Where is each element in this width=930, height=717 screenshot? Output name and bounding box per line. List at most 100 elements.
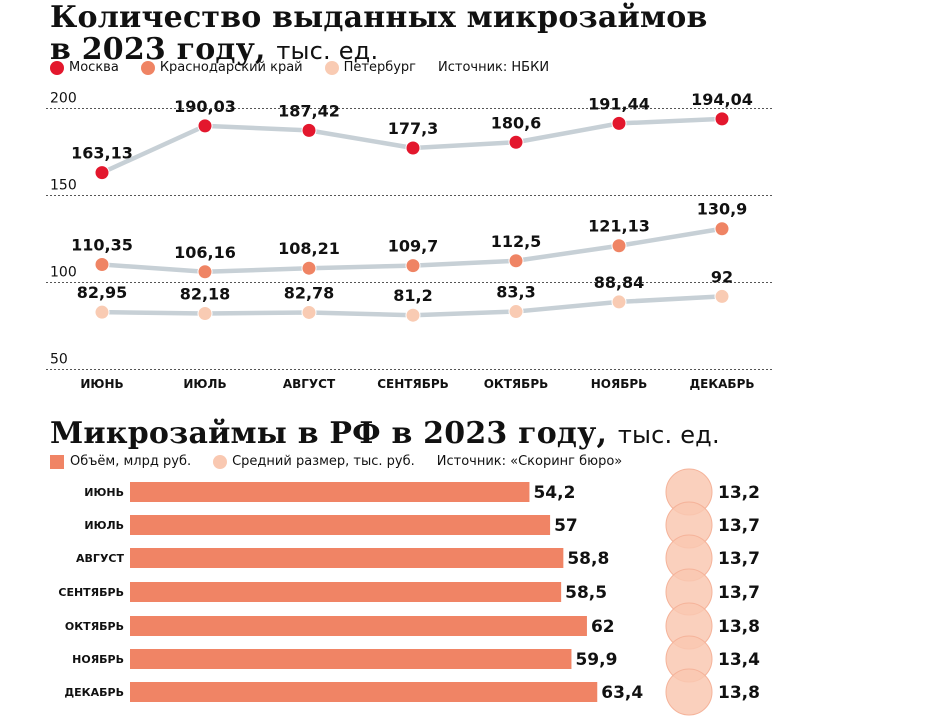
bar-volume [130,548,564,568]
data-point-krasnodar [301,260,317,276]
data-point-moscow [94,165,110,181]
legend-item-volume: Объём, млрд руб. [50,454,191,469]
x-tick-label: ОКТЯБРЬ [484,377,549,391]
avg-size-label: 13,7 [718,583,760,603]
y-tick-label: 100 [50,265,77,281]
data-point-moscow [611,115,627,131]
chart1-unit: тыс. ед. [276,37,379,65]
legend-label-moscow: Москва [69,60,119,75]
data-point-peter [301,304,317,320]
data-label-peter: 81,2 [393,286,432,305]
y-tick-label: 200 [50,91,77,107]
chart2-legend: Объём, млрд руб. Средний размер, тыс. ру… [50,454,644,469]
data-point-peter [508,304,524,320]
x-tick-label: СЕНТЯБРЬ [377,377,449,391]
data-point-peter [94,304,110,320]
bar-category-label: СЕНТЯБРЬ [58,586,124,599]
data-label-krasnodar: 106,16 [174,243,236,262]
data-label-moscow: 190,03 [174,97,236,116]
legend-label-krasnodar: Краснодарский край [159,60,303,75]
bar-volume [130,515,551,535]
bar-value-label: 57 [554,516,578,536]
data-point-krasnodar [405,258,421,274]
data-point-peter [405,307,421,323]
legend-item-avg: Средний размер, тыс. руб. [213,454,415,469]
data-label-peter: 88,84 [594,273,645,292]
data-label-peter: 82,18 [180,285,231,304]
legend-label-volume: Объём, млрд руб. [70,454,192,469]
data-point-krasnodar [94,256,110,272]
legend-item-peter: Петербург [324,60,417,75]
data-label-peter: 83,3 [496,283,535,302]
bar-category-label: ИЮНЬ [84,486,124,499]
chart2-title: Микрозаймы в РФ в 2023 году, тыс. ед. [50,418,720,451]
avg-size-circle [665,668,713,716]
data-point-moscow [714,111,730,127]
chart1-source-text: Источник: НБКИ [438,60,550,75]
avg-size-label: 13,2 [718,483,760,503]
data-label-krasnodar: 121,13 [588,217,650,236]
x-tick-label: ИЮНЬ [80,377,123,391]
bar-category-label: ИЮЛЬ [84,519,124,532]
bar-value-label: 54,2 [533,483,575,503]
data-point-peter [611,294,627,310]
bar-category-label: ДЕКАБРЬ [64,686,124,699]
y-tick-label: 50 [50,352,68,368]
data-label-krasnodar: 109,7 [388,237,439,256]
bar-value-label: 62 [591,617,615,637]
data-label-moscow: 191,44 [588,94,650,113]
legend-label-peter: Петербург [343,60,417,75]
avg-size-label: 13,7 [718,516,760,536]
data-label-krasnodar: 112,5 [491,232,542,251]
data-point-krasnodar [714,221,730,237]
chart1-title-line1: Количество выданных микрозаймов [50,0,708,35]
legend-swatch-avg [213,454,228,469]
x-tick-label: НОЯБРЬ [591,377,648,391]
x-tick-label: АВГУСТ [283,377,336,391]
avg-size-label: 13,4 [718,650,760,670]
data-point-krasnodar [197,264,213,280]
avg-size-label: 13,8 [718,683,760,703]
bar-volume [130,582,562,602]
bar-category-label: НОЯБРЬ [72,653,124,666]
bar-category-label: АВГУСТ [76,552,124,565]
data-point-peter [197,306,213,322]
bar-value-label: 58,8 [567,549,609,569]
chart2-unit: тыс. ед. [617,421,720,449]
x-tick-label: ДЕКАБРЬ [689,377,754,391]
data-point-moscow [301,122,317,138]
legend-swatch-moscow [50,60,64,75]
bar-volume [130,616,587,636]
avg-size-label: 13,8 [718,617,760,637]
chart1-source: Источник: НБКИ [438,60,549,75]
data-label-peter: 82,78 [284,283,335,302]
data-label-moscow: 177,3 [388,119,439,138]
data-label-krasnodar: 108,21 [278,239,340,258]
data-point-moscow [197,118,213,134]
legend-item-krasnodar: Краснодарский край [140,60,303,75]
data-point-moscow [405,140,421,156]
legend-item-moscow: Москва [50,60,119,75]
chart2-title-text: Микрозаймы в РФ в 2023 году, [50,416,608,451]
legend-swatch-peter [324,60,339,75]
bar-value-label: 63,4 [601,683,643,703]
avg-size-label: 13,7 [718,549,760,569]
data-label-moscow: 180,6 [491,113,542,132]
chart2-source-text: Источник: «Скоринг бюро» [436,454,623,469]
data-point-krasnodar [611,238,627,254]
data-label-moscow: 194,04 [691,90,753,109]
chart1-title: Количество выданных микрозаймов в 2023 г… [50,2,707,67]
data-label-peter: 82,95 [77,283,128,302]
bar-volume [130,482,530,502]
chart2-source: Источник: «Скоринг бюро» [437,454,623,469]
bar-category-label: ОКТЯБРЬ [65,620,124,633]
data-point-peter [714,288,730,304]
chart1-title-line2: в 2023 году, [50,32,266,67]
data-point-moscow [508,134,524,150]
y-tick-label: 150 [50,178,77,194]
data-label-krasnodar: 110,35 [71,235,133,254]
legend-swatch-volume [50,454,64,469]
bar-value-label: 58,5 [565,583,607,603]
data-label-peter: 92 [711,267,733,286]
